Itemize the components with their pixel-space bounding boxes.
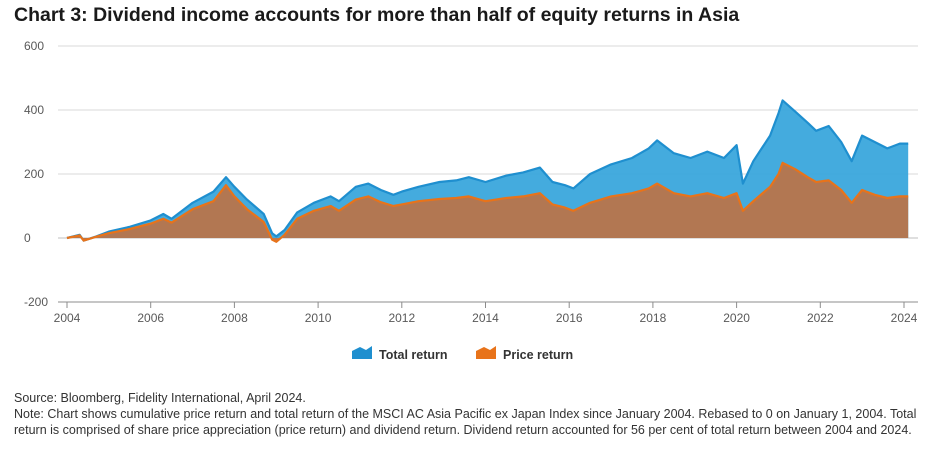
legend: Total return Price return: [352, 346, 573, 362]
y-tick-label: 0: [24, 231, 31, 245]
plot-areas: [66, 99, 909, 243]
y-tick-label: 200: [24, 167, 44, 181]
legend-swatch-total: [352, 351, 372, 359]
legend-label-total: Total return: [379, 348, 448, 362]
x-tick-label: 2020: [723, 311, 750, 325]
x-tick-label: 2012: [388, 311, 415, 325]
note-text: Note: Chart shows cumulative price retur…: [14, 407, 917, 437]
x-tick-label: 2010: [305, 311, 332, 325]
legend-swatch-price: [476, 351, 496, 359]
x-tick-label: 2014: [472, 311, 499, 325]
y-tick-label: -200: [24, 295, 48, 309]
x-axis: 2004 2006 2008 2010 2012 2014 2016 2018 2020 2022…: [54, 301, 918, 325]
x-tick-label: 2024: [891, 311, 918, 325]
source-text: Source: Bloomberg, Fidelity Internationa…: [14, 391, 306, 405]
x-tick-label: 2018: [640, 311, 667, 325]
total-return-line: [66, 99, 909, 242]
x-tick-label: 2004: [54, 311, 81, 325]
legend-label-price: Price return: [503, 348, 573, 362]
chart-title: Chart 3: Dividend income accounts for mo…: [14, 4, 740, 26]
price-return-area: [67, 162, 909, 242]
y-tick-label: 400: [24, 103, 44, 117]
y-tick-label: 600: [24, 39, 44, 53]
y-axis-ticks: -200 0 200 400 600: [24, 39, 48, 309]
footer: Source: Bloomberg, Fidelity Internationa…: [14, 390, 926, 438]
x-tick-label: 2006: [137, 311, 164, 325]
price-return-line: [66, 161, 909, 243]
x-tick-label: 2016: [556, 311, 583, 325]
x-tick-label: 2008: [221, 311, 248, 325]
x-tick-label: 2022: [807, 311, 834, 325]
